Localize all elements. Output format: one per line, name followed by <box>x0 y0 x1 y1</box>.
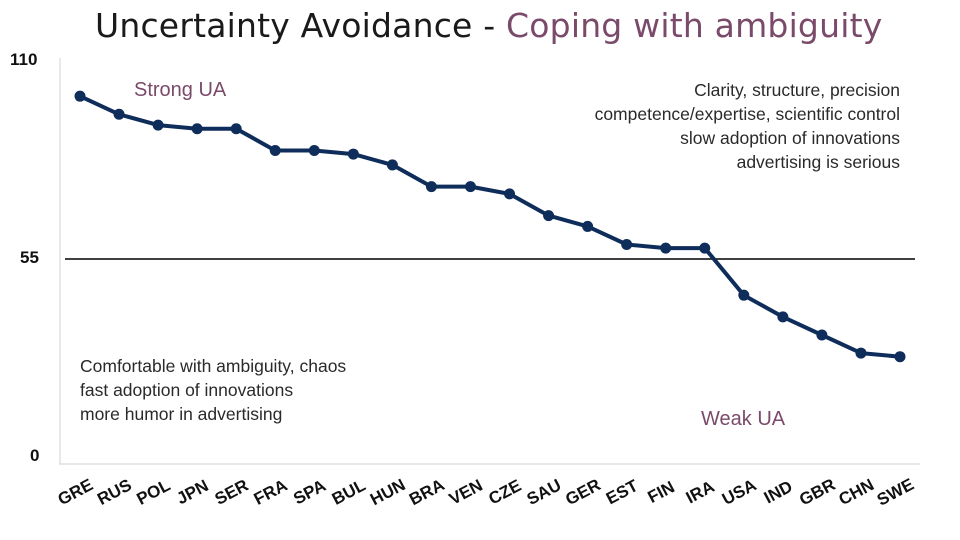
x-tick-label-gre: GRE <box>55 475 96 509</box>
data-point-fin <box>660 242 672 254</box>
data-point-jpn <box>191 123 203 135</box>
data-point-cze <box>504 188 516 200</box>
data-point-ind <box>777 311 789 323</box>
data-point-ser <box>230 123 242 135</box>
x-tick-label-cze: CZE <box>485 476 524 509</box>
strong-ua-description: Clarity, structure, precision competence… <box>480 78 900 174</box>
data-point-rus <box>113 108 125 120</box>
data-point-ira <box>699 242 711 254</box>
x-tick-label-est: EST <box>603 476 642 509</box>
strong-desc-line: Clarity, structure, precision <box>694 80 900 100</box>
weak-ua-description: Comfortable with ambiguity, chaos fast a… <box>80 354 346 426</box>
x-tick-label-bra: BRA <box>406 475 447 509</box>
x-tick-label-ser: SER <box>212 476 252 509</box>
x-tick-label-ven: VEN <box>446 476 486 509</box>
y-tick-label-min: 0 <box>30 446 40 465</box>
x-tick-label-gbr: GBR <box>796 475 838 510</box>
title-main: Uncertainty Avoidance - <box>95 6 507 45</box>
x-tick-label-usa: USA <box>719 475 760 509</box>
strong-desc-line: advertising is serious <box>736 152 900 172</box>
y-tick-label-mid: 55 <box>20 248 39 267</box>
x-tick-label-pol: POL <box>134 476 174 509</box>
x-tick-label-sau: SAU <box>524 475 565 509</box>
data-point-hun <box>386 159 398 171</box>
x-tick-label-jpn: JPN <box>173 476 211 508</box>
data-point-gre <box>74 90 86 102</box>
x-tick-label-bul: BUL <box>329 476 369 509</box>
x-tick-label-hun: HUN <box>367 475 408 509</box>
x-tick-label-fin: FIN <box>645 477 678 507</box>
x-tick-label-swe: SWE <box>874 475 917 510</box>
weak-ua-label: Weak UA <box>701 408 786 430</box>
data-point-sau <box>543 210 555 222</box>
y-tick-label-max: 110 <box>10 50 38 69</box>
data-point-gbr <box>816 329 828 341</box>
x-tick-label-ind: IND <box>761 477 796 508</box>
data-point-spa <box>308 144 320 156</box>
weak-desc-line: fast adoption of innovations <box>80 380 294 400</box>
data-point-usa <box>738 289 750 301</box>
x-tick-label-chn: CHN <box>836 475 877 509</box>
data-point-bra <box>425 181 437 193</box>
data-point-pol <box>152 119 164 131</box>
x-tick-label-fra: FRA <box>251 476 291 509</box>
weak-desc-line: more humor in advertising <box>80 404 283 424</box>
strong-ua-label: Strong UA <box>134 79 227 101</box>
title-accent: Coping with ambiguity <box>506 6 883 45</box>
x-tick-label-ira: IRA <box>683 477 718 508</box>
x-tick-label-spa: SPA <box>290 476 329 509</box>
x-tick-label-ger: GER <box>562 475 603 509</box>
strong-desc-line: slow adoption of innovations <box>680 128 900 148</box>
data-point-ger <box>582 220 594 232</box>
data-point-swe <box>894 351 906 363</box>
x-tick-label-rus: RUS <box>94 475 135 509</box>
chart-title: Uncertainty Avoidance - Coping with ambi… <box>95 6 882 45</box>
data-point-bul <box>347 148 359 160</box>
data-point-est <box>621 239 633 251</box>
data-point-chn <box>855 347 867 359</box>
strong-desc-line: competence/expertise, scientific control <box>594 104 900 124</box>
data-point-ven <box>464 181 476 193</box>
series-line <box>79 94 901 359</box>
weak-desc-line: Comfortable with ambiguity, chaos <box>80 356 347 376</box>
data-point-fra <box>269 144 281 156</box>
